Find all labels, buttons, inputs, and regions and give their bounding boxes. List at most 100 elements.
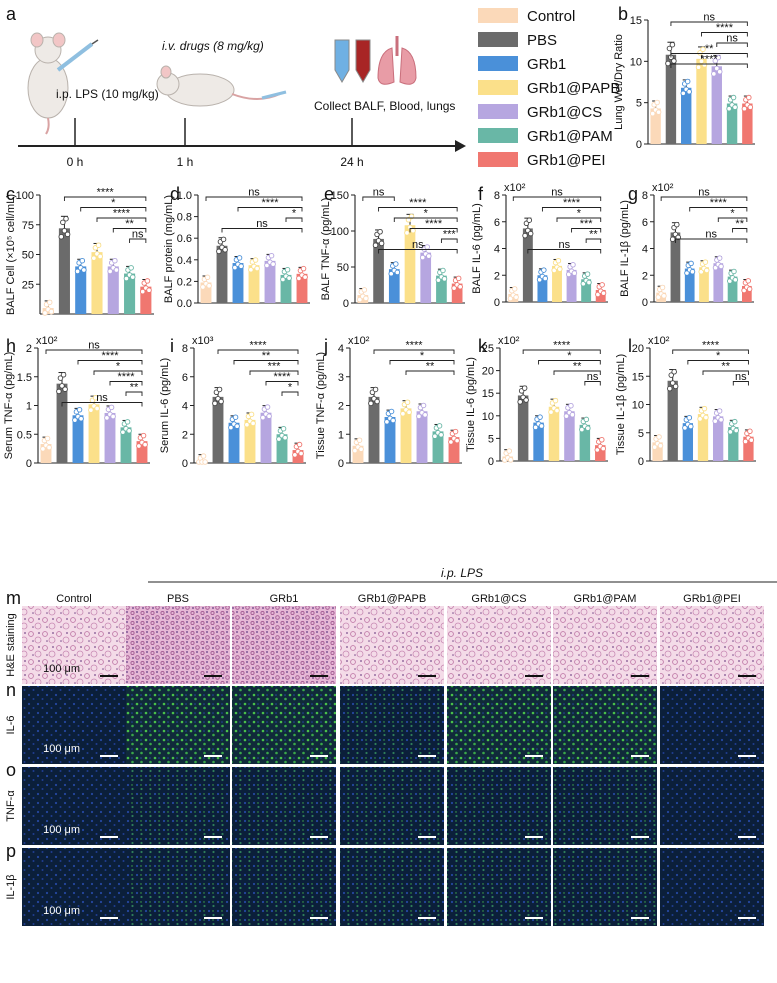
data-point (674, 221, 680, 228)
bar-grb1-papb (248, 265, 260, 303)
significance-label: * (420, 350, 425, 362)
significance-label: **** (249, 340, 267, 352)
y-tick-label: 15 (632, 371, 644, 383)
data-point (438, 432, 444, 438)
data-point (218, 398, 224, 405)
data-point (286, 275, 292, 281)
y-tick-label: 100 (331, 226, 349, 238)
data-point (584, 271, 591, 277)
data-point (697, 416, 703, 422)
timeline-step2: i.v. drugs (8 mg/kg) (162, 39, 264, 53)
data-point (59, 383, 65, 389)
data-point (248, 411, 255, 418)
data-point (747, 104, 754, 110)
significance-label: **** (425, 218, 443, 230)
data-point (110, 413, 116, 420)
data-point (542, 275, 549, 282)
y-tick-label: 3 (338, 372, 344, 384)
significance-bracket (378, 207, 458, 212)
data-point (594, 447, 601, 453)
significance-bracket (584, 381, 601, 386)
data-point (522, 232, 528, 239)
y-tick-label: 4 (182, 401, 188, 413)
micrograph-r0-c1 (126, 606, 230, 684)
data-point (671, 58, 677, 64)
significance-bracket (205, 196, 303, 201)
bar-control (650, 108, 661, 144)
data-point (422, 412, 428, 418)
data-point (416, 413, 422, 420)
significance-bracket (378, 249, 458, 254)
micrograph-r3-c4 (447, 848, 551, 926)
significance-label: **** (702, 340, 720, 352)
data-point (747, 428, 753, 435)
data-point (569, 412, 576, 418)
data-point (701, 405, 708, 412)
significance-bracket (373, 349, 455, 354)
data-point (76, 407, 83, 413)
bar-grb1-cs (104, 412, 116, 463)
bar-grb1-papb (400, 408, 412, 463)
significance-label: ns (373, 187, 385, 199)
y-tick-label: 0 (494, 297, 500, 309)
significance-label: ** (735, 218, 744, 230)
bar-grb1-pam (120, 427, 132, 463)
row-label-2: TNF-α (5, 790, 17, 822)
significance-label: **** (716, 22, 734, 34)
data-point (363, 295, 369, 302)
micrograph-r1-c2 (232, 686, 336, 764)
significance-bracket (717, 217, 748, 222)
y-tick-label: 0 (343, 298, 349, 310)
data-point (452, 428, 459, 435)
data-point (97, 253, 103, 260)
data-point (451, 285, 457, 291)
panel-label-j: j (323, 336, 328, 356)
data-point (563, 413, 570, 419)
panel-label-k: k (478, 336, 488, 356)
data-point (506, 448, 512, 454)
significance-label: * (716, 350, 721, 362)
data-point (419, 254, 426, 261)
significance-label: * (424, 208, 429, 220)
data-point (436, 423, 443, 429)
data-point (420, 402, 427, 409)
bar-grb1-pam (124, 273, 136, 314)
data-point (358, 446, 364, 452)
data-point (649, 110, 656, 117)
data-point (352, 447, 358, 454)
significance-bracket (541, 207, 602, 212)
bar-pbs (368, 396, 380, 463)
significance-label: ns (248, 187, 260, 199)
legend-label-3: GRb1@PAPB (527, 80, 620, 97)
data-point (384, 419, 390, 425)
significance-label: ** (125, 218, 134, 230)
bar-grb1-pam (728, 427, 739, 461)
bar-grb1-papb (548, 406, 560, 461)
bar-grb1-pam (436, 275, 447, 303)
data-point (570, 262, 576, 268)
panel-label-b: b (618, 4, 628, 24)
y-tick-label: 8 (642, 190, 648, 202)
panel-label-h: h (6, 336, 16, 356)
y-tick-label: 0.6 (177, 233, 192, 245)
significance-bracket (522, 349, 601, 354)
significance-label: **** (409, 197, 427, 209)
significance-label: ns (558, 239, 570, 251)
data-point (144, 278, 151, 284)
data-point (511, 286, 518, 292)
significance-bracket (77, 360, 143, 365)
data-point (124, 419, 131, 425)
significance-bracket (674, 238, 748, 243)
micrograph-r0-c6 (660, 606, 764, 684)
micrograph-r1-c4 (447, 686, 551, 764)
bar-grb1-pei (742, 103, 753, 144)
data-point (600, 290, 607, 296)
data-point (388, 408, 395, 415)
bar-grb1-cs (564, 411, 575, 461)
y-tick-label: 0.2 (177, 276, 192, 288)
y-tick-label: 0 (642, 297, 648, 309)
data-point (112, 257, 118, 264)
data-point (682, 425, 688, 431)
data-point (220, 236, 227, 243)
